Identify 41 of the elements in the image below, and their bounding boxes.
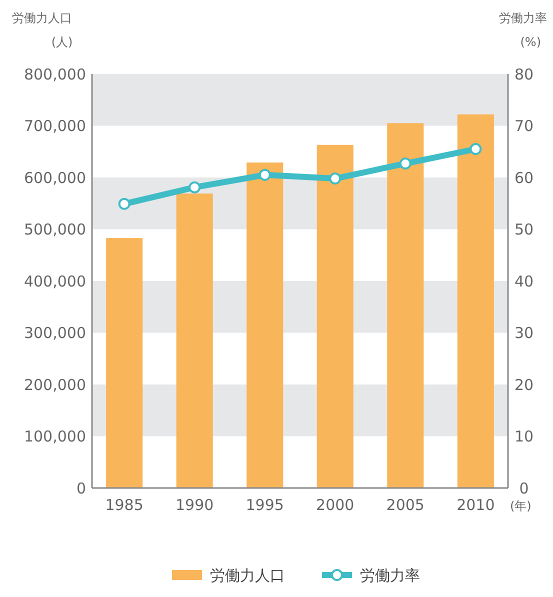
bar (246, 162, 284, 488)
y-tick-label: 100,000 (24, 428, 86, 446)
y2-tick-label: 50 (514, 220, 534, 238)
y-tick-label: 200,000 (24, 376, 86, 394)
y2-tick-label: 70 (514, 117, 534, 135)
y-tick-label: 300,000 (24, 324, 86, 342)
point (258, 168, 271, 181)
point (118, 198, 130, 210)
x-tick-label: 2000 (316, 496, 354, 514)
legend-label: 労働力率 (360, 566, 420, 584)
y2-tick-label: 60 (514, 168, 534, 187)
y2-axis-title: 労働力率 (%) (499, 11, 547, 49)
y2-tick-label: 80 (514, 65, 534, 84)
bar (176, 194, 213, 488)
bar (387, 123, 424, 488)
y2-tick-label: 10 (514, 428, 534, 446)
x-tick-label: 2010 (456, 496, 495, 514)
point (329, 172, 342, 185)
bar (316, 144, 354, 488)
y2-tick-label: 20 (514, 376, 534, 394)
y-tick-label: 600,000 (24, 168, 86, 187)
y-axis-title: 労働力人口 (人) (12, 11, 73, 49)
point (470, 143, 482, 156)
point (188, 181, 201, 194)
bar (106, 238, 143, 488)
x-axis-title: (年) (510, 499, 532, 513)
x-tick-label: 2005 (386, 496, 424, 514)
y-tick-label: 0 (76, 479, 86, 498)
y2-tick-label: 40 (514, 272, 534, 290)
bar (457, 114, 494, 488)
x-tick-label: 1990 (176, 496, 214, 514)
y-tick-label: 400,000 (24, 272, 86, 290)
y2-tick-label: 0 (519, 479, 529, 498)
legend-label: 労働力人口 (210, 566, 285, 584)
y-tick-label: 800,000 (24, 65, 86, 84)
y2-tick-label: 30 (514, 324, 534, 342)
x-tick-label: 1995 (246, 496, 284, 514)
y-tick-label: 500,000 (24, 220, 86, 238)
point (399, 158, 412, 170)
x-tick-label: 1985 (105, 496, 144, 514)
y-tick-label: 700,000 (24, 117, 86, 135)
